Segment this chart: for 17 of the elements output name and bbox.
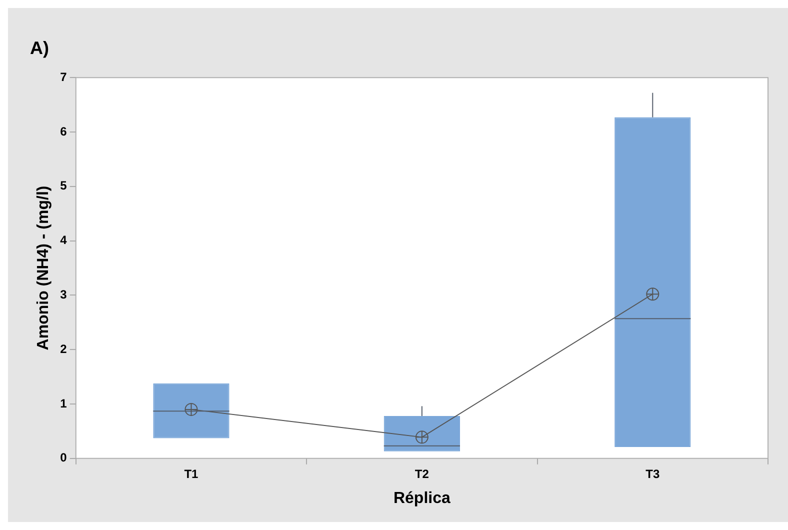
y-tick-label: 7 — [60, 70, 68, 84]
x-tick-label: T1 — [184, 466, 199, 481]
y-tick-label: 1 — [60, 396, 68, 410]
point — [415, 430, 428, 444]
x-tick-label: T3 — [646, 466, 660, 481]
y-tick-label: 0 — [60, 450, 68, 465]
chart-title: A) — [30, 38, 49, 58]
x-tick-label: T2 — [414, 466, 430, 481]
point — [646, 288, 660, 301]
y-tick-label: 2 — [60, 342, 68, 356]
y-tick-label: 4 — [60, 233, 68, 248]
y-axis-title: Amonio (NH4) - (mg/l) — [35, 186, 52, 350]
x-axis-title: Réplica — [393, 490, 450, 507]
y-tick-label: 5 — [60, 178, 68, 193]
y-tick-label: 3 — [60, 288, 68, 302]
point — [184, 402, 198, 416]
y-tick-label: 6 — [60, 124, 68, 138]
